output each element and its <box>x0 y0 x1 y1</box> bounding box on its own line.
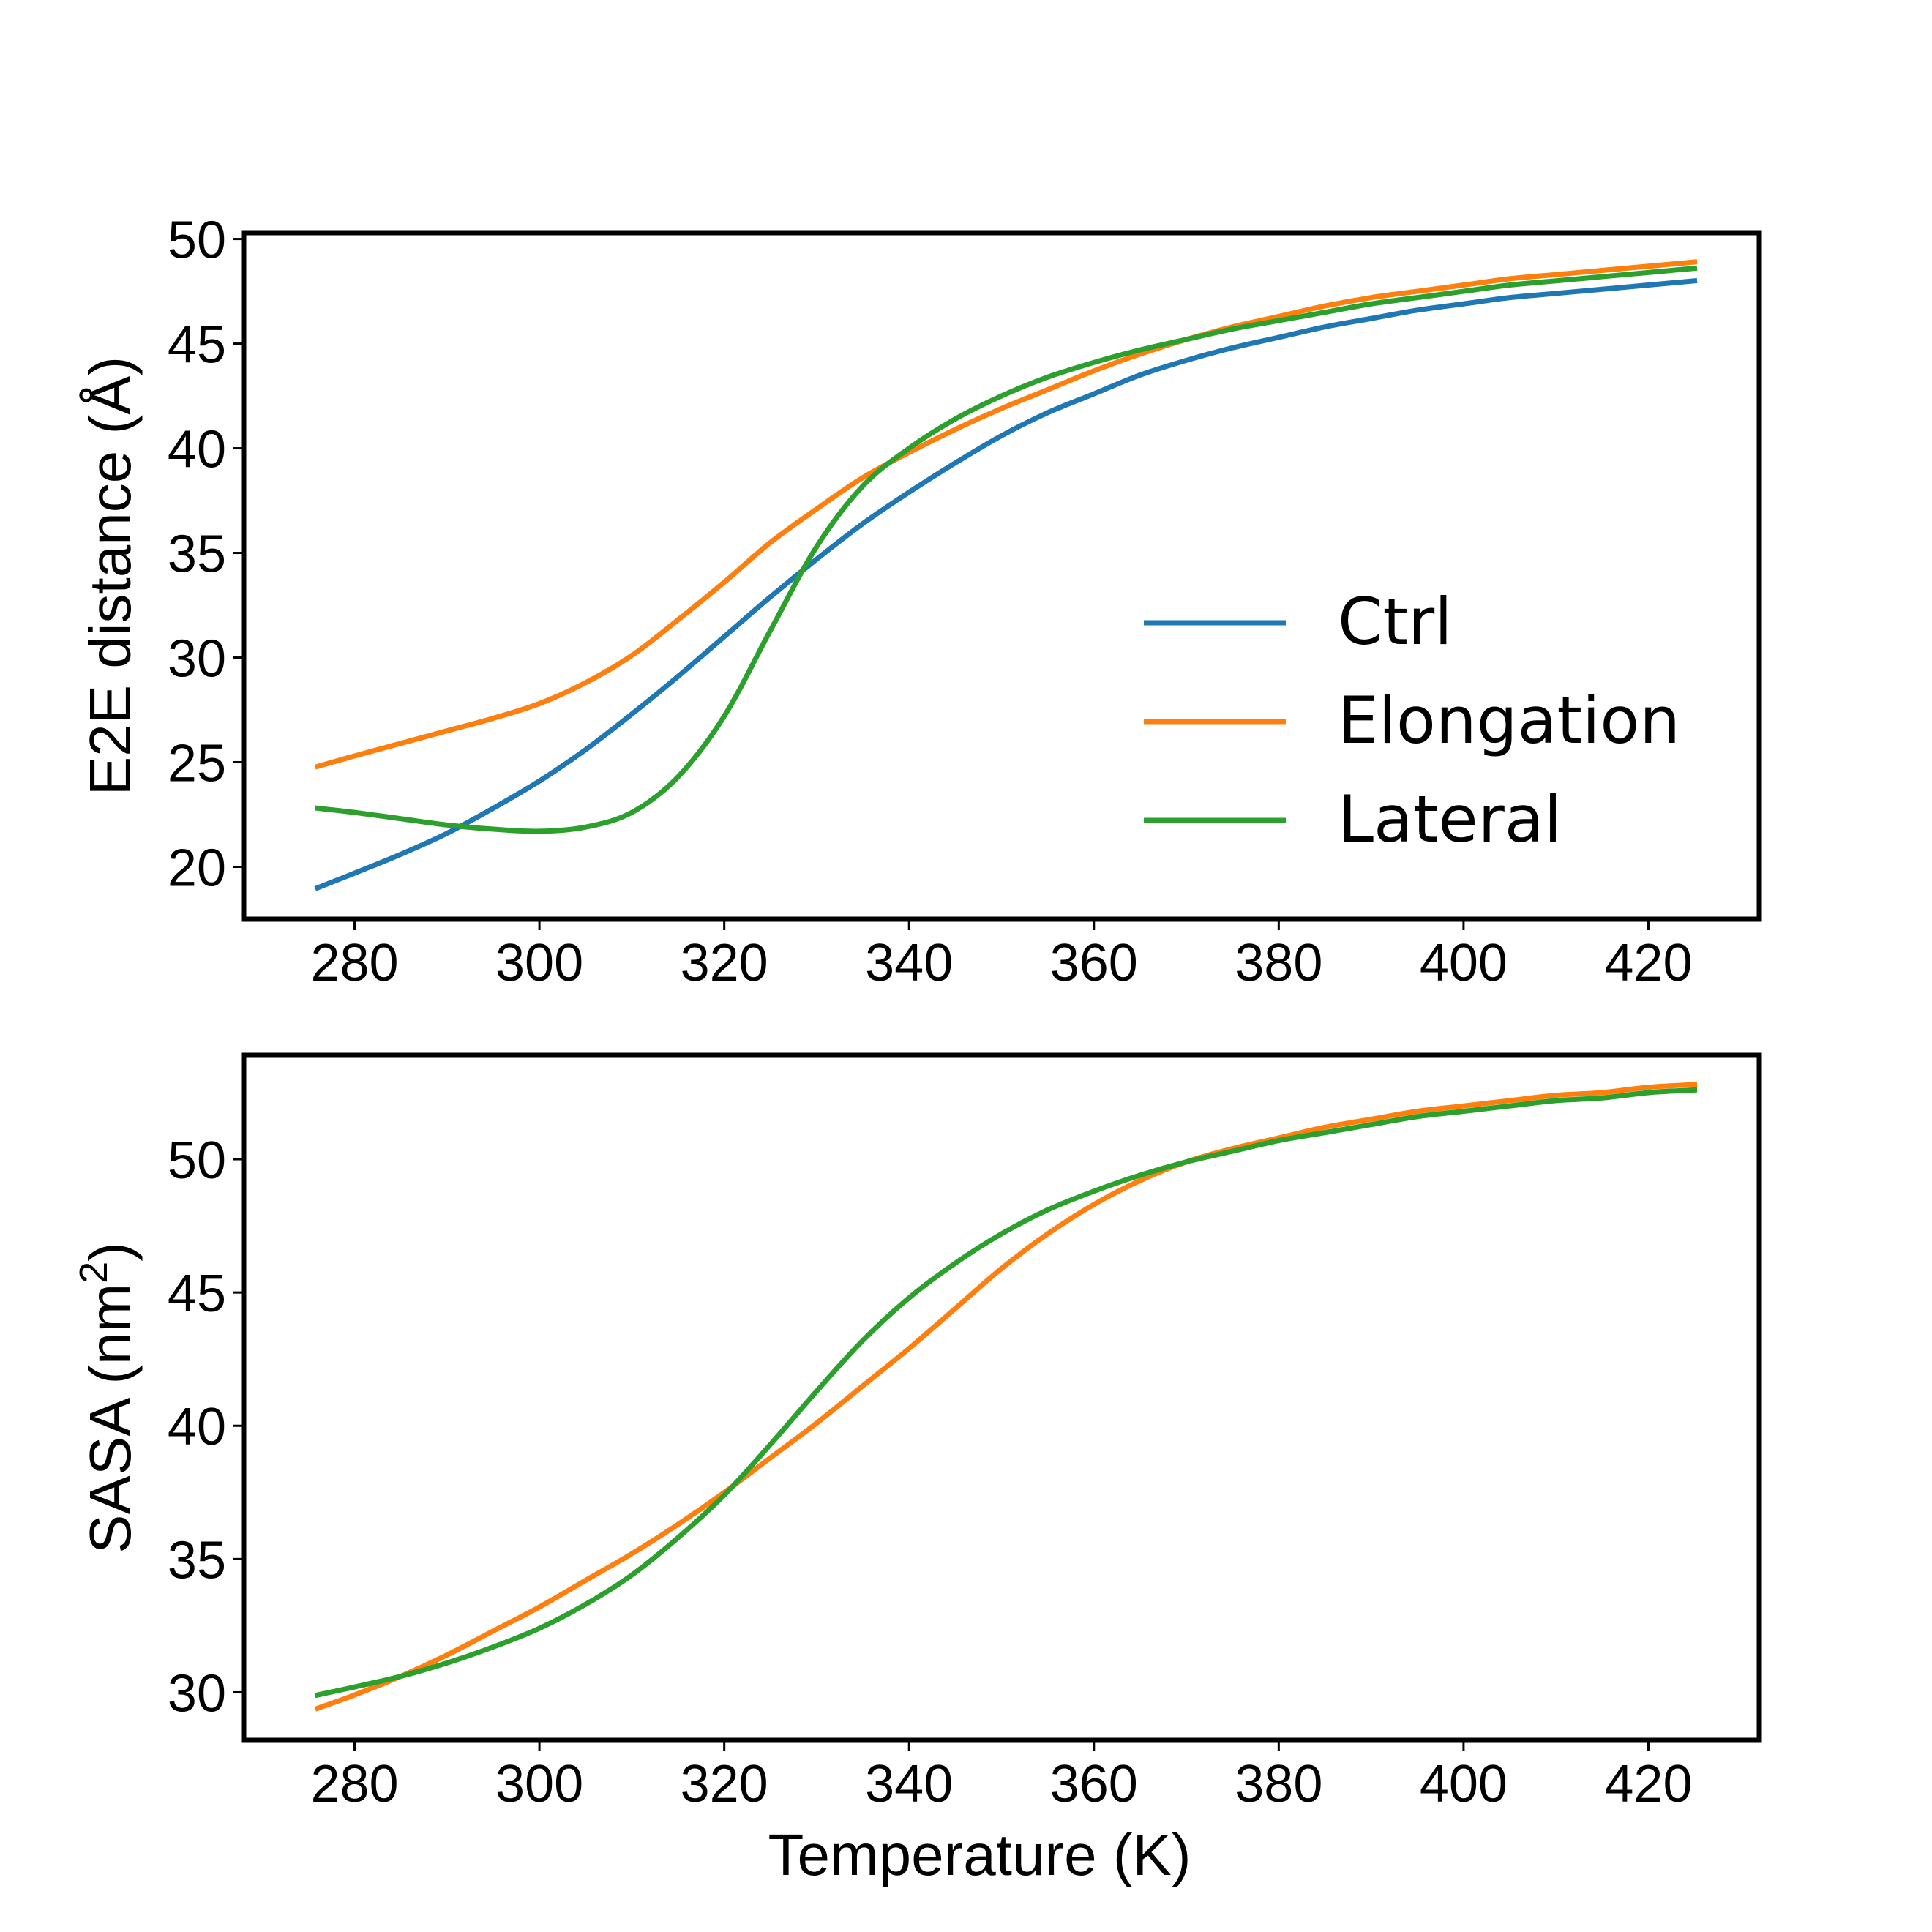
legend-label: Lateral <box>1338 782 1562 857</box>
x-tick-label: 420 <box>1604 934 1692 992</box>
legend: Ctrl Elongation Lateral <box>1144 584 1680 857</box>
series-line-ctrl <box>314 277 1698 891</box>
y-tick-label: 50 <box>168 1131 226 1190</box>
y-tick-label: 30 <box>168 630 226 689</box>
y-tick-label: 25 <box>168 735 226 793</box>
x-tick-label: 400 <box>1420 1755 1508 1813</box>
x-axis-label: Temperature (K) <box>768 1822 1191 1887</box>
e2e-distance-chart: 280 300 320 340 360 380 400 420 20 25 30 35 40 45 50 E2… <box>78 211 1762 992</box>
y-tick-label: 40 <box>168 1398 226 1456</box>
x-tick-label: 360 <box>1050 934 1138 992</box>
x-tick-label: 380 <box>1235 1755 1322 1813</box>
sasa-chart: 280 300 320 340 360 380 400 420 30 35 40 45 50 SASA (… <box>72 1052 1762 1887</box>
series-line-elongation <box>314 1082 1698 1712</box>
series-line-elongation <box>314 259 1698 770</box>
x-tick-label: 300 <box>495 934 583 992</box>
y-tick-label: 45 <box>168 1265 226 1323</box>
legend-label: Ctrl <box>1338 584 1453 659</box>
y-tick-label: 35 <box>168 1531 226 1590</box>
y-tick-label: 20 <box>168 839 226 898</box>
series-line-lateral <box>314 1087 1698 1699</box>
x-tick-label: 320 <box>681 934 768 992</box>
x-tick-label: 360 <box>1050 1755 1138 1813</box>
y-axis-label: E2E distance (Å) <box>78 356 143 795</box>
y-tick-label: 40 <box>168 421 226 479</box>
series-line-lateral <box>315 265 1698 834</box>
plot-frame <box>241 1052 1762 1743</box>
x-tick-label: 280 <box>310 1755 398 1813</box>
x-tick-label: 340 <box>865 934 953 992</box>
x-tick-label: 280 <box>310 934 398 992</box>
x-tick-label: 300 <box>495 1755 583 1813</box>
y-tick-label: 30 <box>168 1664 226 1723</box>
y-tick-label: 45 <box>168 316 226 375</box>
x-tick-label: 400 <box>1420 934 1508 992</box>
y-axis-label: SASA (nm2) <box>72 1242 143 1554</box>
y-tick-label: 35 <box>168 525 226 584</box>
x-tick-label: 420 <box>1604 1755 1692 1813</box>
x-tick-label: 320 <box>681 1755 768 1813</box>
legend-label: Elongation <box>1338 683 1680 758</box>
y-tick-label: 50 <box>168 211 226 270</box>
x-tick-label: 340 <box>865 1755 953 1813</box>
x-tick-label: 380 <box>1235 934 1322 992</box>
plot-frame <box>241 230 1762 922</box>
